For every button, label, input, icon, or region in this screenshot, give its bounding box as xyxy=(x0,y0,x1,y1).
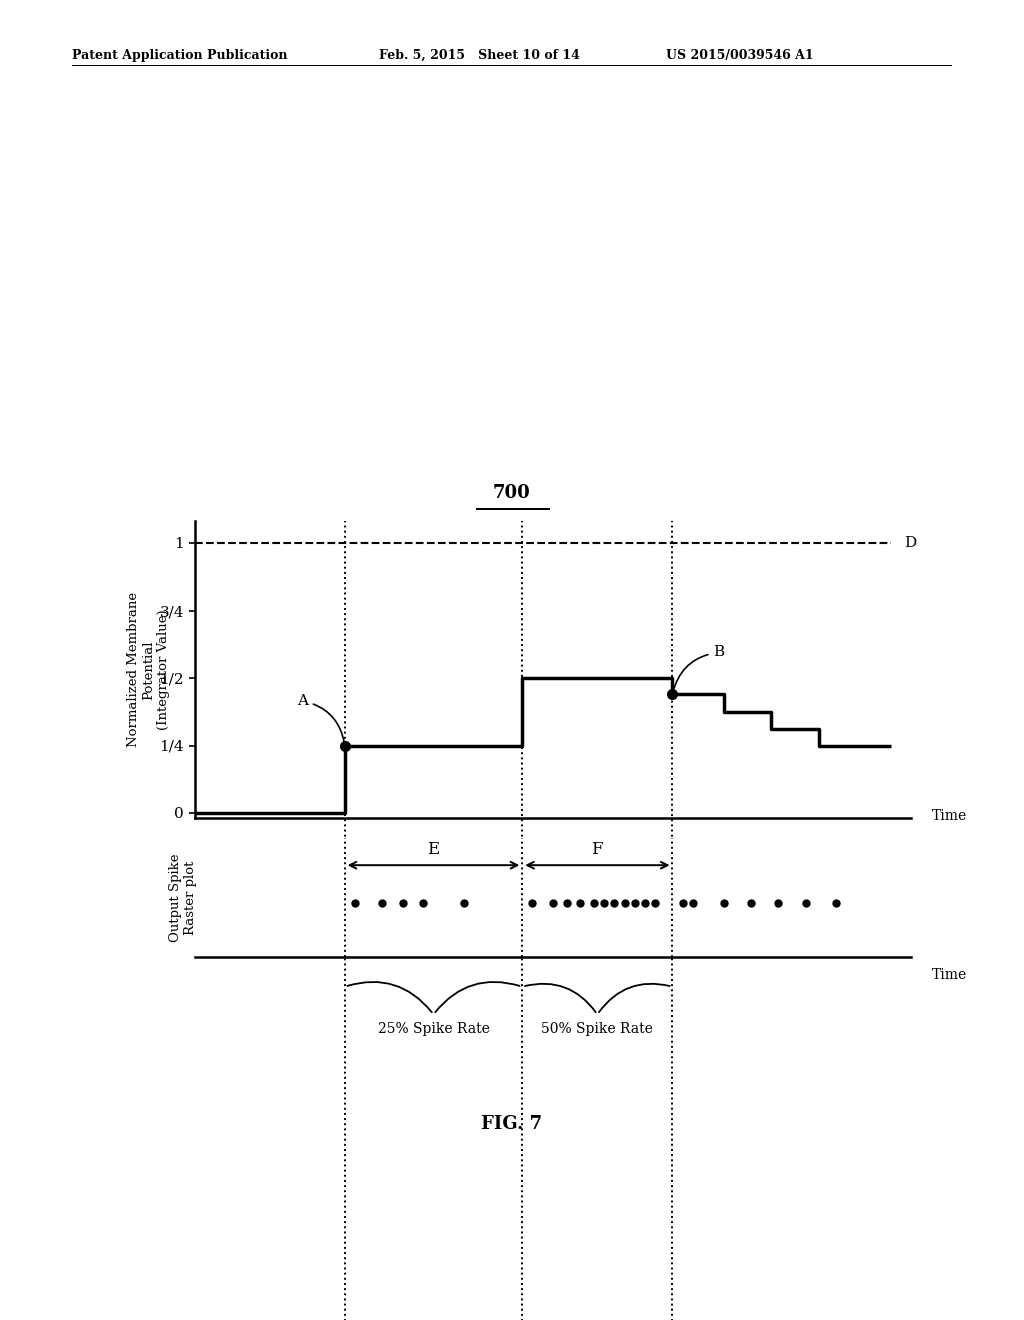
Text: Patent Application Publication: Patent Application Publication xyxy=(72,49,287,62)
Text: Time: Time xyxy=(932,809,967,822)
Text: US 2015/0039546 A1: US 2015/0039546 A1 xyxy=(666,49,813,62)
Text: Time: Time xyxy=(932,968,967,982)
Y-axis label: Normalized Membrane
Potential
(Integrator Value): Normalized Membrane Potential (Integrato… xyxy=(127,593,170,747)
Text: Feb. 5, 2015   Sheet 10 of 14: Feb. 5, 2015 Sheet 10 of 14 xyxy=(379,49,580,62)
Text: E: E xyxy=(427,841,439,858)
Text: 25% Spike Rate: 25% Spike Rate xyxy=(378,1022,489,1036)
Text: F: F xyxy=(592,841,603,858)
Text: D: D xyxy=(904,536,916,550)
Text: 50% Spike Rate: 50% Spike Rate xyxy=(542,1022,653,1036)
Text: B: B xyxy=(673,645,725,692)
Text: A: A xyxy=(297,694,344,743)
Text: 700: 700 xyxy=(494,483,530,502)
Text: FIG. 7: FIG. 7 xyxy=(481,1115,543,1134)
Y-axis label: Output Spike
Raster plot: Output Spike Raster plot xyxy=(169,853,198,942)
